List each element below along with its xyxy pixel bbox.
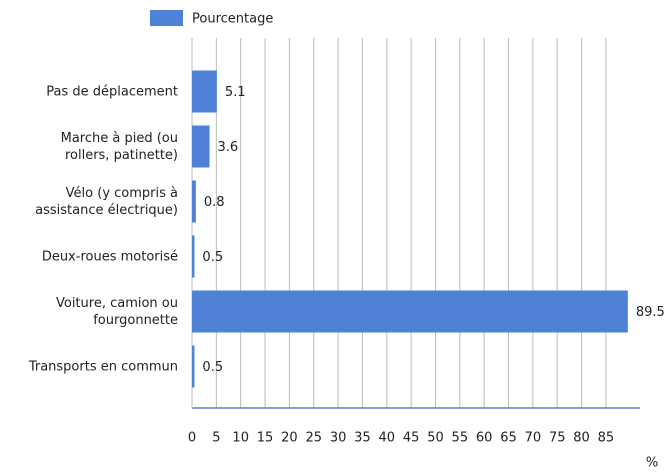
legend-label: Pourcentage — [192, 12, 273, 27]
x-axis-label: % — [646, 456, 658, 471]
y-tick-label: Voiture, camion ou fourgonnette — [55, 295, 178, 328]
x-tick-label: 10 — [232, 431, 249, 446]
bar — [192, 235, 195, 278]
x-tick-label: 70 — [525, 431, 542, 446]
x-tick-label: 85 — [598, 431, 615, 446]
bar — [192, 345, 195, 388]
data-label: 89.5 — [636, 305, 665, 320]
y-tick-label: Transports en commun — [28, 359, 178, 374]
x-tick-label: 75 — [549, 431, 566, 446]
data-label: 0.5 — [202, 360, 223, 375]
legend-swatch — [150, 10, 183, 26]
data-label: 5.1 — [225, 85, 246, 100]
data-label: 3.6 — [218, 140, 239, 155]
x-tick-label: 35 — [354, 431, 371, 446]
data-label: 0.5 — [202, 250, 223, 265]
x-tick-label: 65 — [500, 431, 517, 446]
bar — [192, 70, 217, 113]
y-tick-label: Marche à pied (ou rollers, patinette) — [60, 130, 178, 163]
x-tick-label: 5 — [212, 431, 220, 446]
x-tick-label: 15 — [257, 431, 274, 446]
bar — [192, 125, 210, 168]
x-tick-label: 55 — [452, 431, 469, 446]
x-tick-label: 45 — [403, 431, 420, 446]
x-tick-label: 40 — [379, 431, 396, 446]
y-tick-label: Deux-roues motorisé — [41, 249, 178, 264]
bar — [192, 180, 196, 223]
x-tick-label: 30 — [330, 431, 347, 446]
bar — [192, 290, 628, 333]
y-tick-label: Vélo (y compris à assistance électrique) — [35, 185, 178, 218]
x-tick-label: 25 — [305, 431, 322, 446]
x-tick-label: 20 — [281, 431, 298, 446]
data-label: 0.8 — [204, 195, 225, 210]
x-tick-label: 60 — [476, 431, 493, 446]
y-tick-label: Pas de déplacement — [46, 84, 178, 99]
x-tick-label: 80 — [573, 431, 590, 446]
x-tick-label: 50 — [427, 431, 444, 446]
x-tick-label: 0 — [188, 431, 196, 446]
